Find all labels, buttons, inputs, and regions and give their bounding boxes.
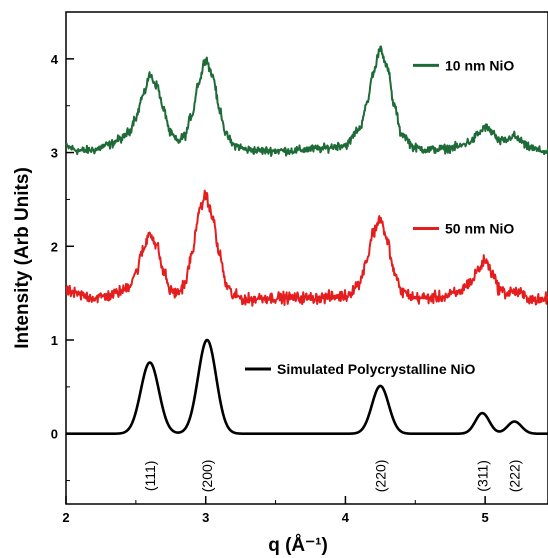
y-tick-label-1: 1 [51, 333, 58, 348]
x-axis-title: q (Å⁻¹) [268, 535, 328, 556]
legend-label-0: 10 nm NiO [445, 57, 514, 73]
peak-label-1: (200) [199, 460, 215, 493]
y-axis-ticks: 0 1 2 3 4 [51, 11, 74, 482]
peak-label-4: (222) [506, 460, 522, 493]
legend-label-2: Simulated Polycrystalline NiO [277, 361, 476, 377]
y-tick-label-4: 4 [51, 52, 59, 67]
series-layer [66, 45, 548, 436]
x-tick-label-2: 4 [342, 510, 350, 525]
y-tick-label-0: 0 [51, 427, 58, 442]
y-axis-title: Intensity (Arb Units) [12, 167, 33, 349]
legend: 10 nm NiO 50 nm NiO Simulated Polycrystall… [245, 57, 514, 377]
x-tick-label-0: 2 [62, 510, 69, 525]
series-line-0 [66, 45, 548, 157]
plot-frame [65, 11, 548, 505]
peak-label-0: (111) [142, 461, 158, 492]
series-line-2 [66, 338, 548, 436]
y-tick-label-2: 2 [51, 239, 58, 254]
peak-label-2: (220) [372, 460, 388, 493]
peak-label-3: (311) [474, 460, 490, 492]
x-axis-ticks: 2 3 4 5 [62, 496, 489, 525]
legend-label-1: 50 nm NiO [445, 220, 514, 236]
series-line-1 [66, 189, 548, 307]
x-tick-label-1: 3 [202, 510, 209, 525]
peak-annotations: (111) (200) (220) (311) (222) [142, 460, 523, 493]
x-tick-label-3: 5 [482, 510, 489, 525]
y-tick-label-3: 3 [51, 146, 58, 161]
